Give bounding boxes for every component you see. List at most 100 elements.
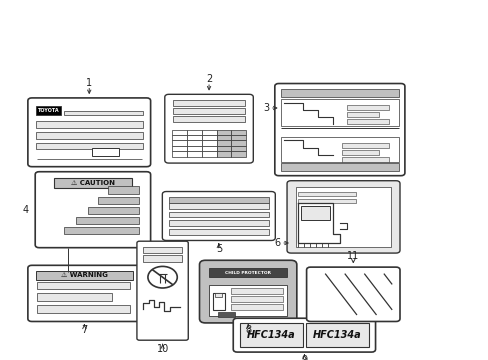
Bar bbox=[216, 140, 231, 146]
Bar bbox=[346, 105, 388, 110]
Text: 2: 2 bbox=[205, 74, 212, 84]
Bar bbox=[168, 197, 268, 203]
Bar bbox=[186, 151, 201, 157]
Bar bbox=[216, 151, 231, 157]
Bar bbox=[230, 288, 283, 294]
Bar bbox=[201, 146, 216, 151]
Bar bbox=[342, 143, 388, 148]
Bar bbox=[171, 140, 186, 146]
Bar bbox=[63, 111, 142, 115]
Text: 3: 3 bbox=[263, 103, 269, 113]
FancyBboxPatch shape bbox=[286, 181, 399, 253]
Text: 6: 6 bbox=[274, 238, 280, 248]
Bar bbox=[171, 130, 186, 135]
FancyBboxPatch shape bbox=[28, 98, 150, 167]
Circle shape bbox=[147, 266, 177, 288]
Bar bbox=[186, 140, 201, 146]
Bar bbox=[298, 199, 355, 203]
Bar bbox=[346, 119, 388, 124]
Text: 10: 10 bbox=[156, 344, 168, 354]
Bar bbox=[36, 271, 133, 280]
Bar bbox=[98, 197, 139, 204]
Bar bbox=[168, 203, 268, 209]
Bar bbox=[186, 135, 201, 140]
Bar bbox=[342, 150, 378, 155]
Bar bbox=[230, 296, 283, 302]
Bar bbox=[172, 116, 245, 122]
Text: CHILD PROTECTOR: CHILD PROTECTOR bbox=[224, 270, 271, 275]
Text: TOYOTA: TOYOTA bbox=[38, 108, 59, 113]
Bar bbox=[305, 323, 368, 347]
FancyBboxPatch shape bbox=[233, 318, 375, 352]
Bar bbox=[201, 140, 216, 146]
Bar bbox=[172, 108, 245, 114]
Bar bbox=[231, 151, 246, 157]
FancyBboxPatch shape bbox=[274, 84, 404, 176]
Bar bbox=[342, 157, 388, 162]
Bar bbox=[281, 136, 398, 162]
Bar bbox=[212, 293, 224, 310]
Text: ⚠ CAUTION: ⚠ CAUTION bbox=[71, 180, 115, 186]
Text: 1: 1 bbox=[86, 78, 92, 88]
Bar bbox=[168, 229, 268, 235]
Bar bbox=[186, 146, 201, 151]
Bar bbox=[91, 148, 119, 156]
Text: 9: 9 bbox=[301, 355, 307, 360]
Bar bbox=[231, 130, 246, 135]
FancyBboxPatch shape bbox=[162, 192, 275, 240]
Bar bbox=[231, 135, 246, 140]
FancyBboxPatch shape bbox=[35, 172, 150, 248]
Bar bbox=[346, 112, 378, 117]
Bar bbox=[216, 130, 231, 135]
FancyBboxPatch shape bbox=[28, 265, 141, 321]
Text: 4: 4 bbox=[22, 205, 28, 215]
Bar bbox=[76, 217, 139, 224]
FancyBboxPatch shape bbox=[164, 94, 253, 163]
Bar bbox=[201, 130, 216, 135]
Bar bbox=[142, 255, 182, 262]
Text: 8: 8 bbox=[244, 325, 251, 335]
Bar bbox=[171, 146, 186, 151]
Bar bbox=[209, 285, 286, 316]
Bar bbox=[295, 187, 390, 247]
Bar bbox=[281, 89, 398, 97]
Text: HFC134a: HFC134a bbox=[312, 330, 361, 340]
Bar bbox=[209, 268, 286, 277]
Bar bbox=[107, 186, 139, 194]
Bar bbox=[54, 178, 132, 188]
Bar bbox=[281, 163, 398, 171]
Text: ⚠ WARNING: ⚠ WARNING bbox=[61, 273, 107, 278]
Text: 5: 5 bbox=[215, 244, 222, 254]
Bar bbox=[172, 100, 245, 106]
Text: 7: 7 bbox=[81, 325, 87, 335]
Bar bbox=[142, 247, 182, 253]
Bar bbox=[36, 143, 142, 149]
Bar bbox=[281, 99, 398, 126]
Bar bbox=[201, 135, 216, 140]
Bar bbox=[231, 140, 246, 146]
Bar bbox=[171, 151, 186, 157]
Bar bbox=[168, 220, 268, 226]
Bar bbox=[216, 135, 231, 140]
Bar bbox=[217, 312, 234, 317]
Bar bbox=[36, 121, 142, 128]
Bar bbox=[186, 130, 201, 135]
FancyBboxPatch shape bbox=[306, 267, 399, 321]
Bar bbox=[230, 304, 283, 310]
Bar bbox=[36, 106, 61, 115]
Bar bbox=[37, 305, 129, 313]
Bar bbox=[37, 293, 112, 301]
Bar bbox=[312, 272, 393, 317]
Bar bbox=[201, 151, 216, 157]
Text: HFC134a: HFC134a bbox=[246, 330, 295, 340]
Bar bbox=[298, 192, 355, 196]
FancyBboxPatch shape bbox=[199, 260, 296, 323]
Bar bbox=[63, 227, 139, 234]
Bar bbox=[37, 282, 129, 289]
Bar bbox=[215, 293, 222, 297]
Bar bbox=[36, 132, 142, 139]
Bar bbox=[171, 135, 186, 140]
Bar bbox=[216, 146, 231, 151]
Bar bbox=[88, 207, 139, 214]
Bar bbox=[168, 212, 268, 217]
